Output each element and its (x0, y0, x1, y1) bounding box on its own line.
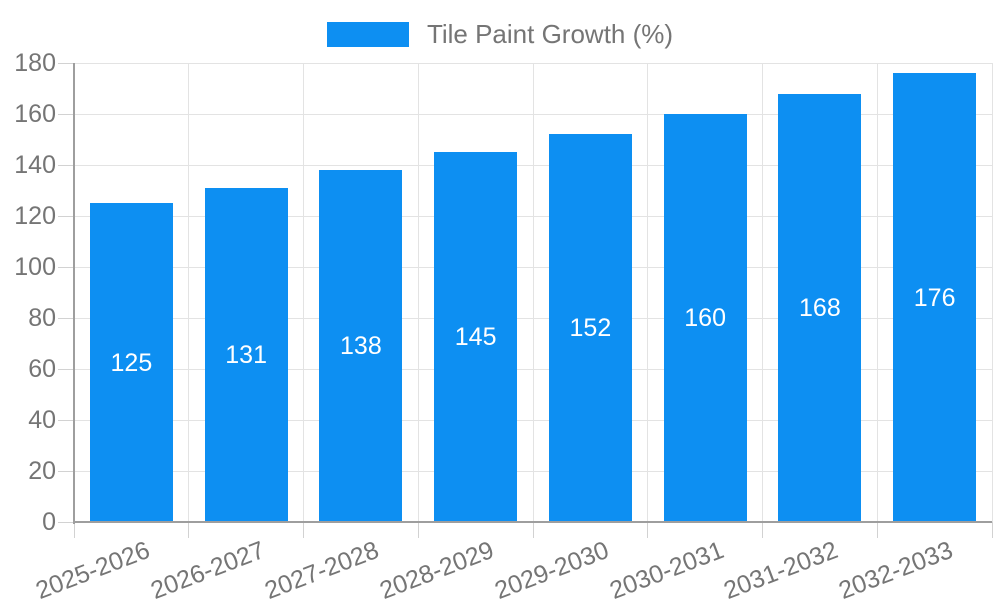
x-gridline (532, 63, 534, 522)
bar-value-label: 160 (684, 304, 726, 332)
y-axis-label: 160 (14, 100, 56, 128)
y-axis-tick (58, 419, 74, 421)
y-axis-label: 80 (28, 304, 56, 332)
x-gridline (762, 63, 763, 522)
x-axis-tick (991, 522, 993, 538)
x-axis-tick (532, 522, 534, 538)
x-axis-tick (647, 522, 649, 538)
y-axis-label: 40 (28, 406, 56, 434)
y-axis-label: 100 (14, 253, 56, 281)
x-axis-tick (73, 522, 75, 538)
x-axis-label: 2032-2033 (835, 536, 957, 600)
bar-2031-2032[interactable] (778, 93, 862, 522)
x-axis-line (74, 521, 992, 523)
x-axis-label: 2030-2031 (605, 536, 728, 600)
bar-value-label: 152 (569, 314, 612, 343)
bar-value-label: 176 (913, 283, 956, 312)
legend-swatch (326, 21, 409, 47)
y-axis-tick (58, 215, 74, 217)
bar-2032-2033[interactable] (893, 73, 977, 522)
x-gridline (876, 63, 878, 522)
legend[interactable]: Tile Paint Growth (%) (0, 18, 1000, 50)
y-axis-tick (58, 317, 74, 319)
x-axis-tick (876, 522, 878, 538)
bar-value-label: 138 (340, 332, 382, 361)
x-axis-label: 2031-2032 (720, 536, 842, 600)
bar-value-label: 168 (799, 293, 841, 322)
y-axis-tick (58, 368, 74, 370)
x-axis-tick (762, 522, 763, 538)
y-axis-tick (58, 521, 74, 523)
legend-label: Tile Paint Growth (%) (426, 19, 674, 49)
bar-value-label: 125 (110, 348, 153, 377)
y-axis-label: 120 (14, 202, 56, 230)
bar-2026-2027[interactable] (204, 187, 288, 522)
y-axis-tick (58, 62, 74, 64)
x-axis-label: 2027-2028 (261, 536, 383, 600)
bar-2028-2029[interactable] (434, 152, 518, 522)
x-gridline (991, 63, 993, 522)
x-axis-tick (303, 522, 304, 538)
x-gridline (647, 63, 649, 522)
x-axis-tick (188, 522, 190, 538)
bar-2027-2028[interactable] (319, 170, 403, 522)
y-axis-label: 180 (14, 49, 56, 77)
y-axis-label: 20 (28, 457, 56, 485)
x-gridline (417, 63, 419, 522)
bar-2029-2030[interactable] (548, 134, 632, 522)
y-axis-label: 140 (14, 151, 56, 179)
y-axis-tick (58, 113, 74, 115)
x-axis-label: 2025-2026 (31, 536, 154, 600)
y-axis-label: 0 (42, 508, 56, 536)
y-axis-tick (58, 470, 74, 472)
bar-2025-2026[interactable] (89, 203, 173, 522)
bar-2030-2031[interactable] (663, 114, 747, 522)
bar-value-label: 131 (225, 340, 267, 369)
x-gridline (188, 63, 190, 522)
y-axis-tick (58, 266, 74, 268)
y-axis-tick (58, 164, 74, 166)
bar-value-label: 145 (454, 323, 497, 352)
y-axis-label: 60 (28, 355, 56, 383)
y-axis-line (73, 63, 75, 524)
x-axis-label: 2028-2029 (376, 536, 498, 600)
x-gridline (303, 63, 304, 522)
x-axis-label: 2029-2030 (490, 536, 613, 600)
x-axis-label: 2026-2027 (146, 536, 269, 600)
x-axis-tick (417, 522, 419, 538)
